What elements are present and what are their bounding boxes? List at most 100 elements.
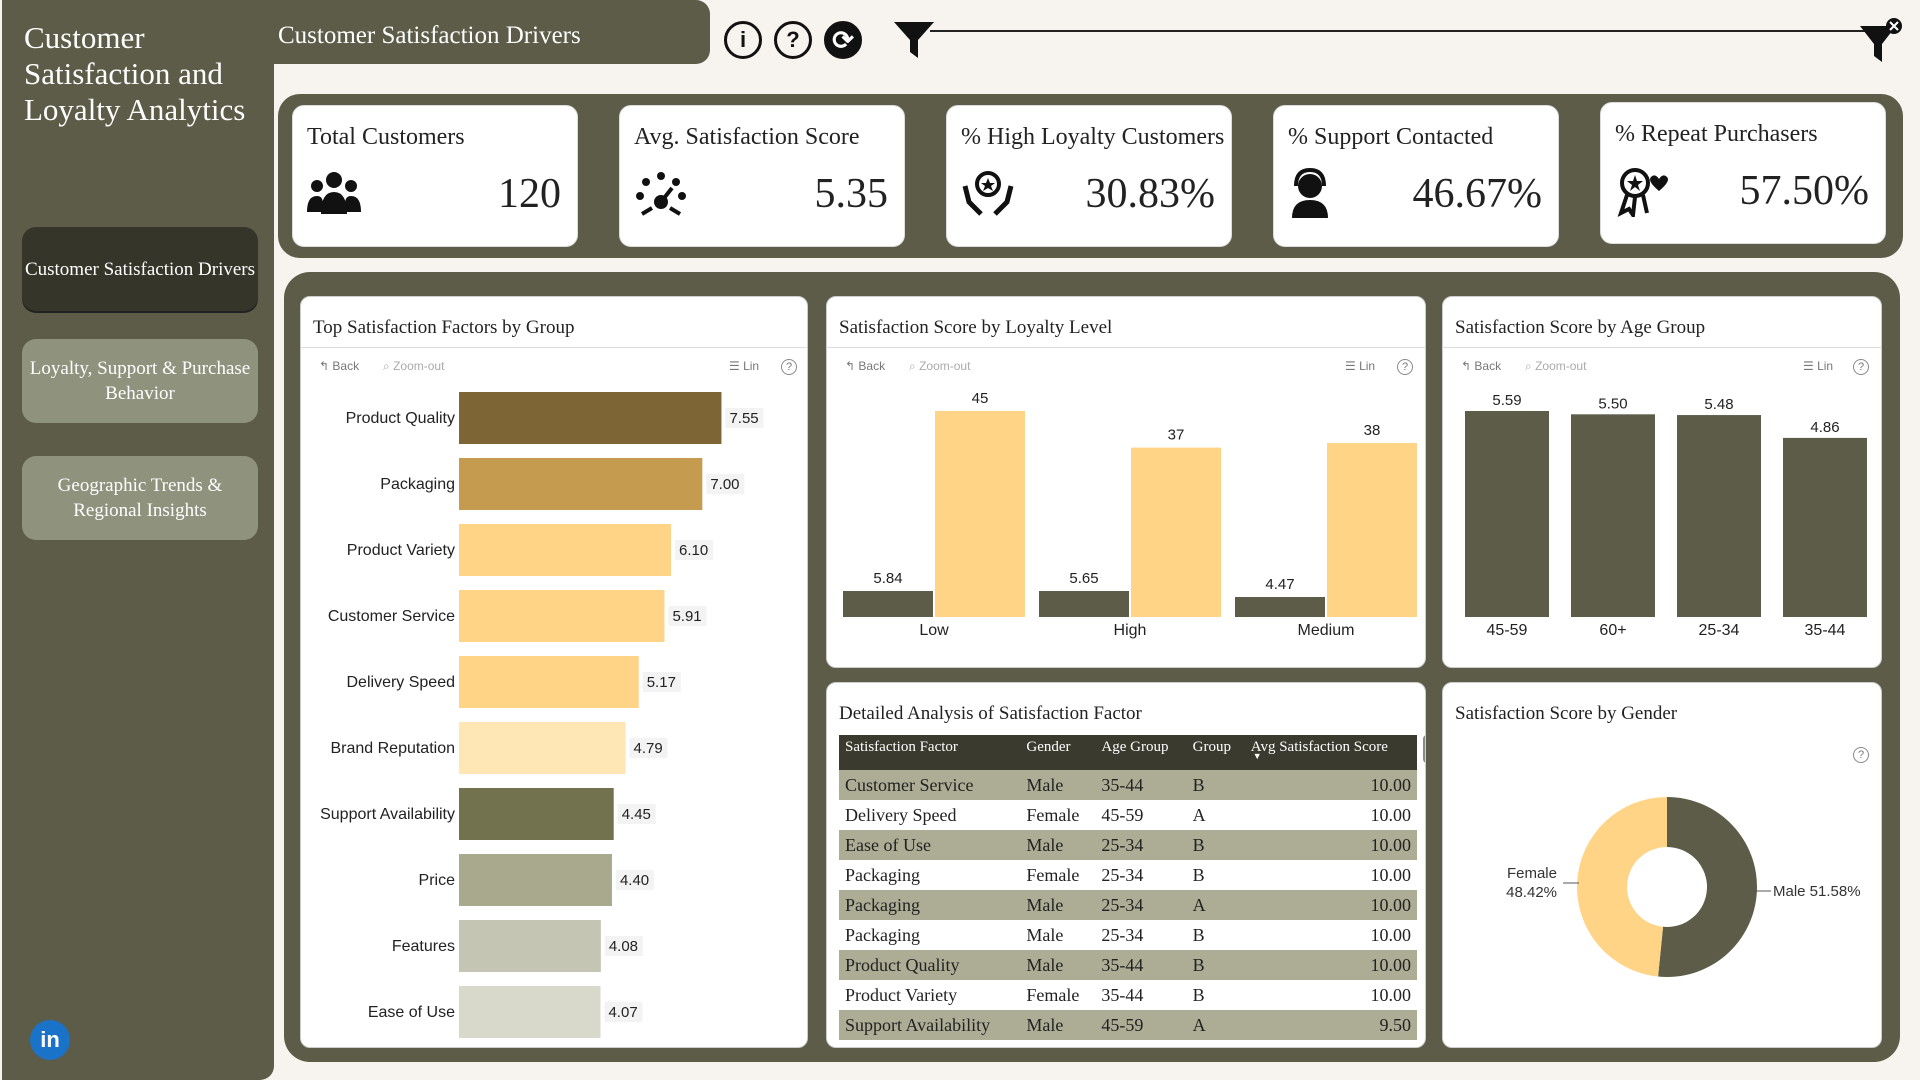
column-header[interactable]: Gender — [1020, 735, 1096, 770]
chart-help-icon[interactable]: ? — [1853, 747, 1869, 763]
data-label-bg — [725, 408, 764, 428]
category-label: 60+ — [1599, 622, 1626, 639]
data-label-bg — [675, 540, 714, 560]
factor-bar — [459, 920, 601, 972]
data-label: 4.08 — [609, 938, 638, 955]
table-row[interactable]: Ease of Use Male 25-34 B 10.00 — [839, 830, 1417, 860]
table-row[interactable]: Delivery Speed Female 45-59 A 10.00 — [839, 800, 1417, 830]
category-label: Price — [419, 872, 456, 889]
data-label-bg — [604, 1002, 643, 1022]
table-cell: 10.00 — [1244, 800, 1417, 830]
table-scrollbar[interactable] — [1423, 735, 1425, 763]
table-row[interactable]: Product Variety Female 35-44 B 10.00 — [839, 980, 1417, 1010]
zoom-out-button[interactable]: ⌕ Zoom-out — [909, 359, 971, 373]
support-agent-icon — [1292, 168, 1328, 218]
nav-customer-satisfaction-drivers[interactable]: Customer Satisfaction Drivers — [22, 227, 258, 311]
detail-table: Satisfaction Factor Gender Age Group Gro… — [839, 735, 1417, 1040]
zoom-out-button[interactable]: ⌕ Zoom-out — [383, 359, 445, 373]
category-label: Product Quality — [346, 410, 455, 427]
zoom-out-button[interactable]: ⌕ Zoom-out — [1525, 359, 1587, 373]
chart-help-icon[interactable]: ? — [1853, 359, 1869, 375]
info-icon[interactable]: i — [724, 21, 762, 59]
table-cell: Male — [1020, 890, 1096, 920]
category-label: 45-59 — [1487, 622, 1528, 639]
sidebar: Customer Satisfaction and Loyalty Analyt… — [2, 0, 274, 1080]
zoom-out-label: Zoom-out — [919, 359, 971, 373]
table-cell: 25-34 — [1095, 830, 1187, 860]
table-cell: 45-59 — [1095, 1010, 1187, 1040]
age-bar — [1677, 415, 1761, 617]
group-icon — [307, 172, 361, 214]
table-row[interactable]: Product Quality Male 35-44 B 10.00 — [839, 950, 1417, 980]
table-row[interactable]: Packaging Female 25-34 B 10.00 — [839, 860, 1417, 890]
table-cell: Packaging — [839, 920, 1021, 950]
table-cell: 10.00 — [1244, 890, 1417, 920]
category-label: Medium — [1298, 622, 1355, 639]
table-cell: A — [1186, 1010, 1245, 1040]
data-label: 45 — [972, 390, 989, 407]
factors-card: Top Satisfaction Factors by Group ↰ Back… — [300, 296, 808, 1048]
lin-button[interactable]: ☰ Lin — [1803, 359, 1834, 373]
lin-button[interactable]: ☰ Lin — [1345, 359, 1376, 373]
data-label: 5.65 — [1069, 570, 1098, 587]
column-header[interactable]: Age Group — [1095, 735, 1187, 770]
back-button[interactable]: ↰ Back — [1461, 359, 1502, 373]
female-slice — [1577, 797, 1667, 977]
back-button[interactable]: ↰ Back — [319, 359, 360, 373]
nav-geographic-trends[interactable]: Geographic Trends & Regional Insights — [22, 456, 258, 540]
table-cell: 35-44 — [1095, 980, 1187, 1010]
column-header-sorted[interactable]: Avg Satisfaction Score ▼ — [1244, 735, 1417, 770]
filter-divider — [930, 30, 1870, 32]
data-label-bg — [629, 738, 668, 758]
table-cell: B — [1186, 950, 1245, 980]
table-cell: Product Variety — [839, 980, 1021, 1010]
chart-help-icon[interactable]: ? — [781, 359, 797, 375]
data-label: 5.84 — [873, 570, 902, 587]
card-title: Top Satisfaction Factors by Group — [313, 317, 575, 338]
clear-filter-icon[interactable] — [1858, 18, 1904, 66]
lin-label: Lin — [1359, 359, 1376, 373]
data-label: 4.07 — [608, 1004, 637, 1021]
data-label: 4.40 — [620, 872, 649, 889]
table-row[interactable]: Support Availability Male 45-59 A 9.50 — [839, 1010, 1417, 1040]
kpi-value: 120 — [498, 171, 561, 217]
linkedin-icon[interactable]: in — [30, 1020, 70, 1060]
data-label-bg — [617, 804, 656, 824]
chart-help-icon[interactable]: ? — [1397, 359, 1413, 375]
kpi-label: % Repeat Purchasers — [1615, 121, 1818, 147]
age-card: Satisfaction Score by Age Group ↰ Back ⌕… — [1442, 296, 1882, 668]
table-cell: Female — [1020, 980, 1096, 1010]
kpi-label: % Support Contacted — [1288, 124, 1494, 150]
table-row[interactable]: Packaging Male 25-34 A 10.00 — [839, 890, 1417, 920]
award-ribbon-icon — [1617, 168, 1668, 217]
back-label: Back — [1474, 359, 1502, 373]
back-label: Back — [858, 359, 886, 373]
app-title: Customer Satisfaction and Loyalty Analyt… — [24, 20, 246, 127]
refresh-icon[interactable]: ⟳ — [824, 21, 862, 59]
data-label: 5.91 — [672, 608, 701, 625]
table-cell: B — [1186, 770, 1245, 800]
count-bar — [1131, 447, 1221, 617]
category-label: Packaging — [380, 476, 455, 493]
data-label: 38 — [1364, 422, 1381, 439]
back-button[interactable]: ↰ Back — [845, 359, 886, 373]
card-divider — [1443, 347, 1881, 348]
lin-button[interactable]: ☰ Lin — [729, 359, 760, 373]
sort-desc-icon: ▼ — [1252, 751, 1262, 761]
back-label: Back — [332, 359, 360, 373]
nav-loyalty-support-purchase[interactable]: Loyalty, Support & Purchase Behavior — [22, 339, 258, 423]
table-row[interactable]: Customer Service Male 35-44 B 10.00 — [839, 770, 1417, 800]
chart-toolbar: ↰ Back ⌕ Zoom-out ☰ Lin ? — [845, 359, 1413, 379]
column-header[interactable]: Group — [1186, 735, 1245, 770]
kpi-value: 46.67% — [1412, 171, 1543, 217]
help-icon[interactable]: ? — [774, 21, 812, 59]
loyalty-card: Satisfaction Score by Loyalty Level ↰ Ba… — [826, 296, 1426, 668]
table-cell: Male — [1020, 950, 1096, 980]
table-cell: Customer Service — [839, 770, 1021, 800]
data-label: 5.59 — [1492, 392, 1521, 409]
column-header[interactable]: Satisfaction Factor — [839, 735, 1021, 770]
score-bar — [1039, 591, 1129, 617]
filter-icon[interactable] — [892, 18, 936, 62]
table-row[interactable]: Packaging Male 25-34 B 10.00 — [839, 920, 1417, 950]
table-cell: Packaging — [839, 860, 1021, 890]
